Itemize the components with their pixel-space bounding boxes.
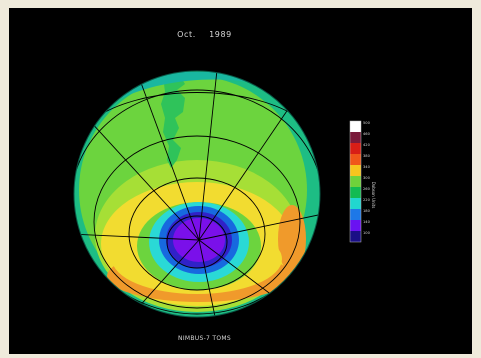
tropic-region (95, 72, 297, 116)
figure-title: Oct. 1989 (177, 30, 232, 39)
continent-region (161, 74, 185, 168)
colorbar-tick-label: 340 (363, 165, 371, 169)
colorbar-tick-label: 100 (363, 231, 371, 235)
colorbar-legend: 500 460 420 380 340 300 260 220 180 140 100 Dobson… (348, 115, 398, 265)
colorbar-swatch (350, 220, 361, 231)
graticule-lines (74, 71, 320, 317)
colorbar-border (349, 120, 362, 243)
colorbar-tick-label: 260 (363, 187, 371, 191)
colorbar-tick-label: 220 (363, 198, 371, 202)
colorbar-unit-label: Dobson Units (371, 182, 376, 209)
globe-svg (73, 70, 321, 318)
colorbar-swatch (350, 121, 361, 132)
ozone-globe-map (67, 64, 327, 324)
colorbar-swatch (350, 198, 361, 209)
colorbar-swatch (350, 143, 361, 154)
colorbar-svg: 500 460 420 380 340 300 260 220 180 140 100 Dobson… (349, 120, 376, 243)
colorbar-swatch (350, 165, 361, 176)
figure-frame: Oct. 1989 (9, 8, 472, 354)
colorbar-tick-label: 300 (363, 176, 371, 180)
colorbar-tick-label: 420 (363, 143, 371, 147)
colorbar-tick-label: 460 (363, 132, 371, 136)
colorbar-swatch (350, 187, 361, 198)
satellite-instrument-label: NIMBUS-7 TOMS (178, 335, 231, 342)
colorbar-tick-label: 380 (363, 154, 371, 158)
ozone-field (74, 71, 320, 317)
colorbar-tick-label: 140 (363, 220, 371, 224)
colorbar-swatch (350, 209, 361, 220)
colorbar-swatch (350, 176, 361, 187)
colorbar-swatch (350, 154, 361, 165)
colorbar-tick-label: 180 (363, 209, 371, 213)
orange2-region (278, 205, 306, 273)
colorbar-tick-label: 500 (363, 121, 371, 125)
colorbar-swatch (350, 132, 361, 143)
colorbar-swatch (350, 231, 361, 242)
